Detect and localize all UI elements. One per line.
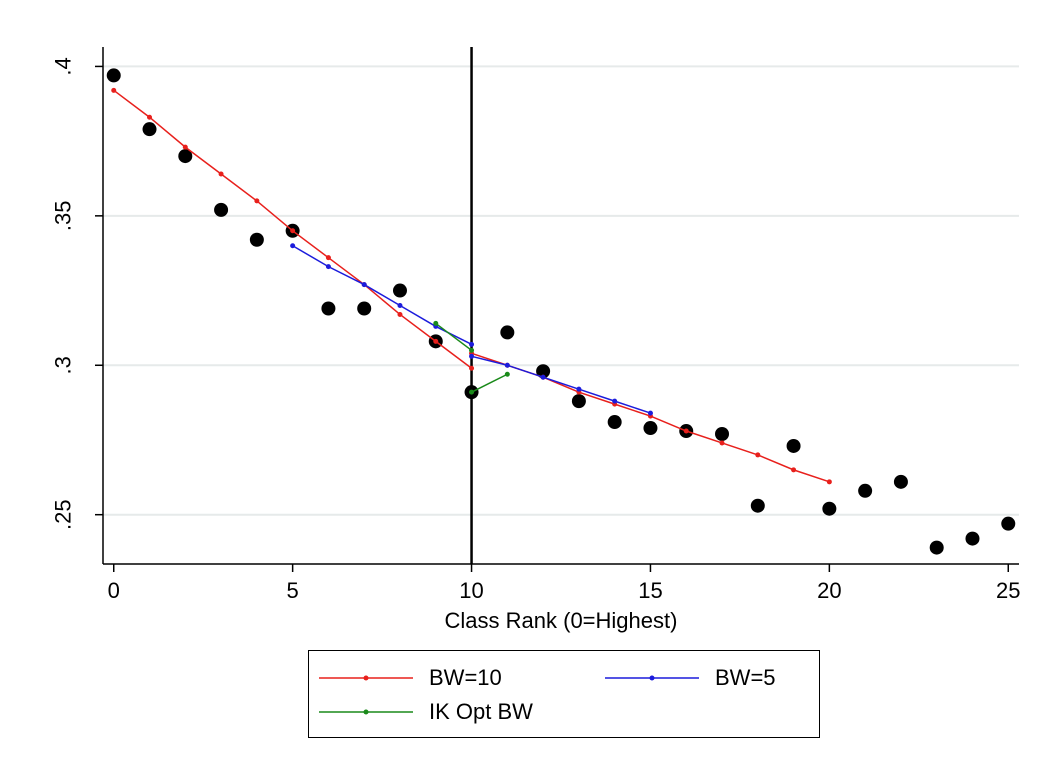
y-tick-label: .4 <box>51 57 76 75</box>
legend-swatch-marker <box>363 675 369 681</box>
x-tick-label: 20 <box>817 578 841 603</box>
series-line-bw-5 <box>292 245 472 346</box>
series-point-bw-5 <box>469 353 475 359</box>
scatter-point <box>607 415 622 430</box>
legend-swatch-marker <box>649 675 655 681</box>
x-tick-label: 0 <box>108 578 120 603</box>
series-point-bw-5 <box>540 374 546 380</box>
x-tick-label: 15 <box>638 578 662 603</box>
scatter-point <box>929 540 944 555</box>
legend-swatch <box>605 675 699 681</box>
y-tick-label: .35 <box>51 201 76 232</box>
scatter-point <box>750 498 765 513</box>
scatter-point <box>321 301 336 316</box>
legend-label: IK Opt BW <box>429 699 533 724</box>
series-point-bw-5 <box>290 243 296 249</box>
legend-swatch <box>319 709 413 715</box>
series-point-bw-10 <box>325 255 331 261</box>
series-point-bw-5 <box>647 410 653 416</box>
scatter-point <box>106 68 121 83</box>
series-line-ik-opt-bw <box>435 322 472 351</box>
legend-label: BW=5 <box>715 665 776 690</box>
series-point-bw-10 <box>791 467 797 473</box>
legend-entry: BW=10 <box>319 663 502 693</box>
series-point-bw-5 <box>504 362 510 368</box>
scatter-point <box>357 301 372 316</box>
y-tick-label: .25 <box>51 499 76 530</box>
series-point-bw-10 <box>397 311 403 317</box>
x-tick-label: 5 <box>287 578 299 603</box>
scatter-point <box>858 483 873 498</box>
series-point-ik-opt-bw <box>469 389 475 395</box>
scatter-point <box>214 202 229 217</box>
series-line-bw-5 <box>471 355 651 414</box>
scatter-point <box>1001 516 1016 531</box>
legend-swatch-marker <box>363 709 369 715</box>
scatter-point <box>392 283 407 298</box>
series-point-ik-opt-bw <box>504 371 510 377</box>
series-point-bw-10 <box>254 198 260 204</box>
series-point-bw-5 <box>469 341 475 347</box>
x-tick-label: 25 <box>996 578 1020 603</box>
scatter-point <box>822 501 837 516</box>
series-point-bw-10 <box>826 479 832 485</box>
scatter-point <box>643 421 658 436</box>
x-axis-title: Class Rank (0=Highest) <box>445 608 678 633</box>
series-point-bw-5 <box>397 303 403 308</box>
x-tick-label: 10 <box>459 578 483 603</box>
scatter-point <box>571 394 586 409</box>
scatter-point <box>965 531 980 546</box>
series-point-bw-10 <box>719 440 725 446</box>
series-point-bw-10 <box>290 228 296 234</box>
legend: BW=10 BW=5 IK Opt BW <box>308 650 820 738</box>
scatter-point <box>500 325 515 340</box>
series-point-bw-10 <box>469 365 475 371</box>
scatter-point <box>142 122 157 137</box>
series-point-bw-10 <box>147 114 153 120</box>
series-point-ik-opt-bw <box>433 320 439 326</box>
series-point-bw-5 <box>325 264 331 270</box>
series-point-bw-5 <box>361 282 367 288</box>
series-point-bw-10 <box>111 87 117 93</box>
series-point-bw-5 <box>576 386 582 392</box>
series-point-bw-10 <box>433 338 439 344</box>
scatter-point <box>893 474 908 489</box>
series-line-ik-opt-bw <box>471 373 508 393</box>
scatter-point <box>249 232 264 247</box>
series-point-bw-10 <box>683 428 689 434</box>
series-point-bw-10 <box>182 144 188 150</box>
y-tick-label: .3 <box>51 356 76 374</box>
series-point-bw-10 <box>218 171 224 177</box>
scatter-point <box>536 364 551 379</box>
series-point-bw-5 <box>612 398 618 404</box>
scatter-point <box>178 149 193 164</box>
legend-label: BW=10 <box>429 665 502 690</box>
scatter-point <box>786 438 801 453</box>
series-point-bw-10 <box>755 452 761 458</box>
scatter-point <box>715 427 730 442</box>
legend-entry: IK Opt BW <box>319 697 533 727</box>
legend-entry: BW=5 <box>605 663 776 693</box>
legend-swatch <box>319 675 413 681</box>
series-point-ik-opt-bw <box>469 347 475 353</box>
